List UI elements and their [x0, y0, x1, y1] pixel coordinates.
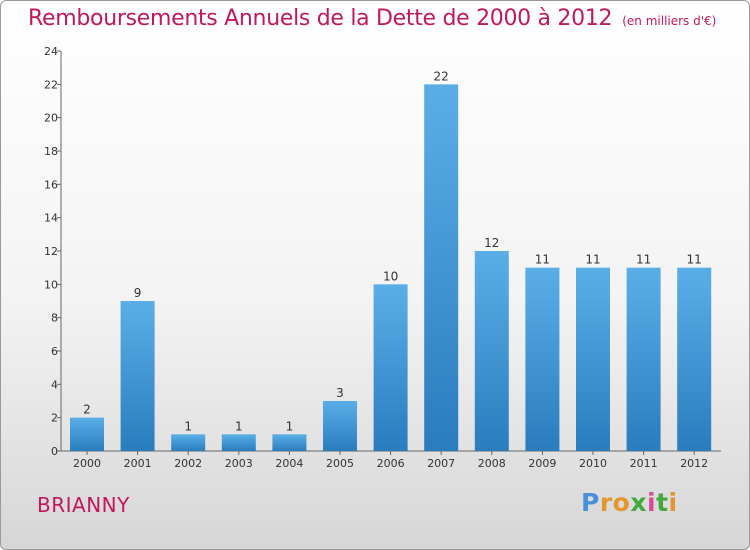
logo-letter: r: [599, 488, 613, 517]
bar-2004: [272, 434, 307, 451]
chart-title-text: Remboursements Annuels de la Dette de 20…: [28, 6, 613, 31]
x-tick-label: 2004: [275, 457, 303, 470]
bar-2010: [576, 267, 610, 451]
bar-value-label: 11: [636, 253, 651, 267]
y-tick-label: 4: [51, 378, 58, 391]
logo-letter: o: [612, 488, 631, 517]
y-tick-label: 22: [44, 78, 58, 91]
bar-value-label: 1: [286, 419, 294, 433]
x-tick-label: 2000: [73, 457, 101, 470]
bar-2011: [626, 267, 661, 451]
bar-value-label: 12: [484, 236, 499, 250]
y-tick-label: 24: [44, 45, 58, 58]
y-tick-label: 10: [44, 278, 58, 291]
bar-value-label: 10: [383, 269, 398, 283]
commune-name: BRIANNY: [37, 493, 130, 517]
bar-value-label: 1: [184, 419, 192, 433]
y-tick-label: 8: [51, 312, 58, 325]
bar-value-label: 1: [235, 419, 243, 433]
logo-letter: i: [668, 488, 678, 517]
bar-2012: [677, 267, 712, 451]
bar-2000: [70, 417, 104, 451]
y-tick-label: 16: [44, 178, 58, 191]
bar-2002: [171, 434, 206, 451]
x-tick-label: 2011: [630, 457, 658, 470]
bar-value-label: 2: [83, 403, 91, 417]
x-tick-label: 2003: [225, 457, 253, 470]
x-tick-label: 2001: [124, 457, 152, 470]
bar-2001: [120, 301, 155, 451]
x-tick-label: 2010: [579, 457, 607, 470]
logo-letter: x: [630, 488, 647, 517]
x-tick-label: 2006: [377, 457, 405, 470]
bar-value-label: 3: [336, 386, 344, 400]
x-tick-label: 2005: [326, 457, 354, 470]
logo-letter: P: [581, 488, 600, 517]
y-tick-label: 12: [44, 245, 58, 258]
bar-2007: [424, 84, 459, 451]
chart-title: Remboursements Annuels de la Dette de 20…: [28, 6, 716, 31]
logo-letter: t: [656, 488, 669, 517]
bar-2003: [221, 434, 256, 451]
logo-letter: i: [647, 488, 657, 517]
bar-2008: [474, 251, 509, 451]
y-tick-label: 14: [44, 212, 58, 225]
bar-value-label: 9: [134, 286, 142, 300]
x-tick-label: 2012: [680, 457, 708, 470]
proxiti-logo: Proxiti: [581, 488, 678, 517]
y-tick-label: 6: [51, 345, 58, 358]
y-tick-label: 20: [44, 112, 58, 125]
bar-2009: [525, 267, 560, 451]
x-tick-label: 2009: [528, 457, 556, 470]
bar-2006: [373, 284, 408, 451]
bar-value-label: 22: [434, 69, 449, 83]
x-tick-label: 2002: [174, 457, 202, 470]
y-tick-label: 0: [51, 445, 58, 458]
bar-value-label: 11: [585, 253, 600, 267]
y-tick-label: 18: [44, 145, 58, 158]
bar-value-label: 11: [535, 253, 550, 267]
x-tick-label: 2007: [427, 457, 455, 470]
bar-2005: [323, 401, 357, 451]
y-tick-label: 2: [51, 412, 58, 425]
chart-unit-note: (en milliers d'€): [622, 14, 717, 28]
x-tick-label: 2008: [478, 457, 506, 470]
bar-value-label: 11: [687, 253, 702, 267]
